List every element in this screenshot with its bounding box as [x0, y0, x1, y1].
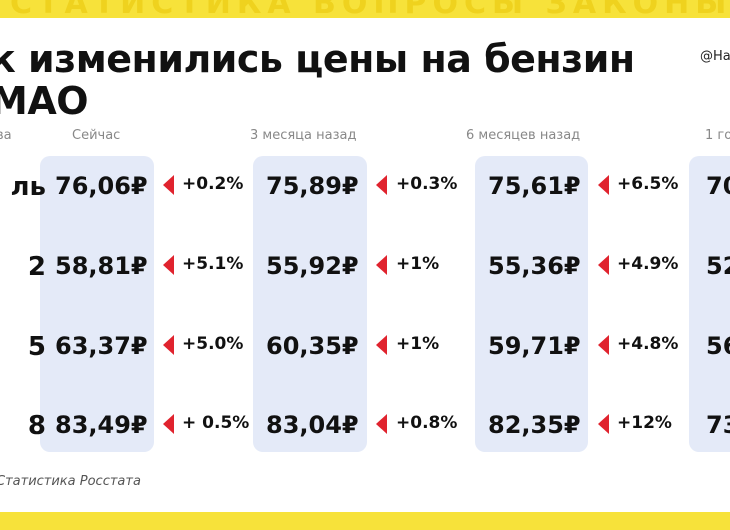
change-arrow-icon	[376, 414, 387, 434]
header-6-months: 6 месяцев назад	[466, 128, 581, 143]
change-3m-vs-6m: +1%	[396, 334, 440, 354]
change-6m-vs-1y: +4.8%	[617, 334, 679, 354]
price-now: 58,81₽	[55, 252, 148, 280]
change-arrow-icon	[163, 175, 174, 195]
page-title: к изменились цены на бензин МАО	[0, 38, 635, 122]
fuel-label: 2	[27, 252, 46, 282]
price-3-months: 55,92₽	[266, 252, 359, 280]
change-arrow-icon	[376, 335, 387, 355]
bottom-banner	[0, 512, 730, 530]
change-arrow-icon	[598, 255, 609, 275]
price-now: 83,49₽	[55, 411, 148, 439]
fuel-label: 8	[27, 411, 46, 441]
title-line-2: МАО	[0, 79, 89, 123]
column-6-months-bg	[475, 156, 588, 452]
header-now: Сейчас	[72, 128, 121, 143]
header-fuel: ва	[0, 128, 12, 143]
change-now-vs-3m: + 0.5%	[182, 413, 250, 433]
header-3-months: 3 месяца назад	[250, 128, 357, 143]
price-6-months: 82,35₽	[488, 411, 581, 439]
header-1-year: 1 го	[705, 128, 730, 143]
change-now-vs-3m: +5.0%	[182, 334, 244, 354]
change-3m-vs-6m: +1%	[396, 254, 440, 274]
change-6m-vs-1y: +6.5%	[617, 174, 679, 194]
change-now-vs-3m: +0.2%	[182, 174, 244, 194]
change-3m-vs-6m: +0.8%	[396, 413, 458, 433]
price-1-year: 56	[706, 332, 730, 360]
price-6-months: 59,71₽	[488, 332, 581, 360]
change-arrow-icon	[598, 175, 609, 195]
price-3-months: 60,35₽	[266, 332, 359, 360]
column-1-year-bg	[689, 156, 730, 452]
column-3-months-bg	[253, 156, 367, 452]
change-arrow-icon	[598, 414, 609, 434]
change-arrow-icon	[376, 255, 387, 275]
price-3-months: 83,04₽	[266, 411, 359, 439]
column-now-bg	[40, 156, 154, 452]
infographic-card: к изменились цены на бензин МАО @Ha ва С…	[0, 18, 730, 512]
price-now: 76,06₽	[55, 172, 148, 200]
banner-text: СТАТИСТИКА ВОПРОСЫ ЗАКОНЫ ОТВЕТЫ ГОРОДА …	[10, 0, 730, 18]
change-arrow-icon	[376, 175, 387, 195]
change-6m-vs-1y: +12%	[617, 413, 672, 433]
fuel-label: 5	[27, 332, 46, 362]
price-6-months: 55,36₽	[488, 252, 581, 280]
change-3m-vs-6m: +0.3%	[396, 174, 458, 194]
price-now: 63,37₽	[55, 332, 148, 360]
source-note: Статистика Росстата	[0, 474, 141, 489]
price-1-year: 70	[706, 172, 730, 200]
price-1-year: 52	[706, 252, 730, 280]
price-6-months: 75,61₽	[488, 172, 581, 200]
change-now-vs-3m: +5.1%	[182, 254, 244, 274]
fuel-label: ль	[10, 172, 46, 202]
channel-handle: @Ha	[700, 49, 730, 64]
top-banner: СТАТИСТИКА ВОПРОСЫ ЗАКОНЫ ОТВЕТЫ ГОРОДА …	[0, 0, 730, 18]
change-arrow-icon	[163, 414, 174, 434]
price-1-year: 73	[706, 411, 730, 439]
title-line-1: к изменились цены на бензин	[0, 37, 635, 81]
change-arrow-icon	[163, 335, 174, 355]
price-3-months: 75,89₽	[266, 172, 359, 200]
change-arrow-icon	[163, 255, 174, 275]
change-6m-vs-1y: +4.9%	[617, 254, 679, 274]
change-arrow-icon	[598, 335, 609, 355]
